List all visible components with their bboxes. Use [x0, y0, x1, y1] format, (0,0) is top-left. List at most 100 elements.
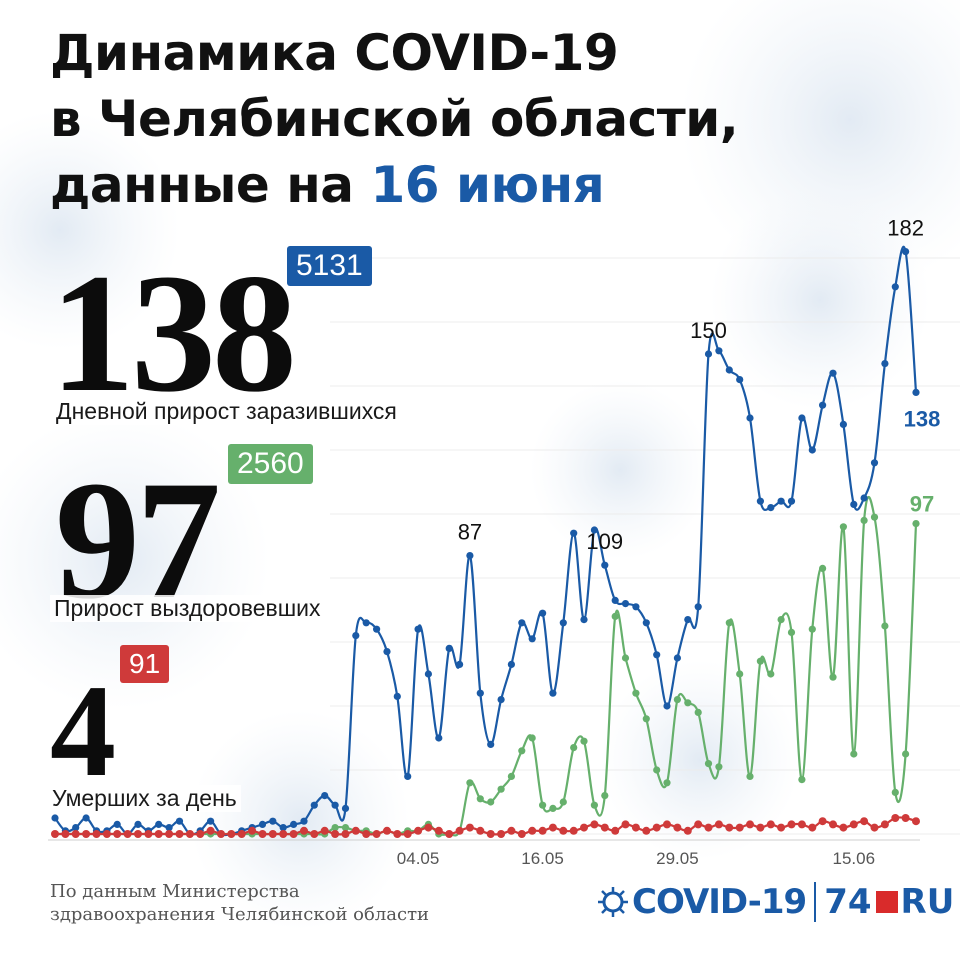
title-line-3-prefix: данные на — [50, 156, 354, 214]
point-cases — [290, 820, 298, 829]
point-deaths — [268, 830, 277, 838]
point-cases — [798, 414, 806, 422]
point-recovered — [476, 795, 484, 803]
point-recovered — [466, 779, 474, 787]
point-deaths — [362, 830, 371, 838]
point-cases — [466, 552, 474, 560]
point-deaths — [144, 830, 153, 838]
point-recovered — [870, 513, 879, 521]
point-cases — [808, 446, 816, 454]
point-cases — [165, 824, 173, 832]
point-deaths — [735, 823, 744, 832]
point-recovered — [912, 520, 920, 528]
total-recovered-badge: 2560 — [228, 444, 313, 484]
point-recovered — [850, 750, 858, 758]
point-cases — [404, 772, 412, 781]
point-cases — [300, 817, 308, 825]
daily-cases-label: Дневной прирост заразившихся — [52, 398, 401, 425]
point-deaths — [787, 820, 796, 829]
point-cases — [642, 619, 650, 627]
point-deaths — [870, 823, 879, 832]
point-cases — [518, 619, 526, 627]
point-deaths — [393, 830, 402, 838]
point-recovered — [653, 766, 661, 774]
point-recovered — [694, 708, 702, 717]
point-recovered — [580, 737, 588, 745]
point-deaths — [434, 826, 443, 835]
point-deaths — [237, 830, 246, 838]
point-cases — [279, 824, 287, 832]
point-recovered — [881, 622, 889, 630]
x-tick-label: 29.05 — [656, 849, 699, 868]
point-cases — [175, 817, 184, 825]
point-deaths — [414, 826, 423, 835]
point-cases — [435, 734, 443, 742]
point-recovered — [497, 785, 505, 793]
x-tick-label: 16.05 — [521, 849, 564, 868]
point-cases — [487, 740, 495, 749]
point-cases — [736, 376, 744, 384]
point-cases — [393, 692, 401, 701]
point-deaths — [652, 823, 661, 832]
point-recovered — [507, 772, 515, 781]
point-recovered — [684, 699, 692, 707]
daily-cases-value: 138 — [50, 239, 297, 427]
point-deaths — [102, 830, 111, 838]
point-deaths — [341, 830, 350, 838]
point-deaths — [289, 830, 298, 838]
point-deaths — [455, 826, 464, 835]
point-cases — [155, 820, 163, 829]
point-cases — [912, 388, 920, 396]
x-tick-label: 04.05 — [397, 849, 440, 868]
point-deaths — [631, 823, 640, 832]
point-deaths — [113, 830, 122, 838]
point-cases — [684, 616, 692, 624]
point-recovered — [528, 734, 536, 742]
point-recovered — [808, 625, 816, 633]
point-cases — [621, 600, 630, 608]
point-recovered — [621, 654, 630, 662]
point-recovered — [902, 750, 910, 758]
point-deaths — [497, 830, 506, 838]
point-cases — [445, 644, 453, 653]
point-deaths — [403, 830, 412, 838]
point-cases — [756, 497, 765, 505]
point-cases — [456, 660, 464, 669]
point-deaths — [320, 826, 329, 835]
point-recovered — [673, 696, 682, 704]
point-deaths — [227, 830, 236, 838]
point-recovered — [611, 612, 619, 621]
point-deaths — [51, 830, 59, 838]
point-deaths — [704, 823, 713, 832]
point-deaths — [611, 826, 620, 835]
point-recovered — [891, 788, 899, 797]
point-deaths — [818, 817, 827, 826]
point-deaths — [766, 820, 775, 829]
point-cases — [497, 696, 505, 704]
point-deaths — [465, 823, 474, 832]
point-deaths — [663, 820, 671, 829]
point-cases — [767, 504, 775, 512]
total-deaths-badge: 91 — [120, 645, 170, 683]
point-cases — [632, 603, 640, 611]
x-tick-label: 15.06 — [832, 849, 875, 868]
point-deaths — [580, 823, 588, 832]
point-cases — [860, 494, 868, 502]
point-recovered — [715, 763, 723, 771]
point-recovered — [539, 801, 547, 809]
point-cases — [777, 497, 785, 505]
point-deaths — [569, 826, 578, 835]
point-deaths — [808, 823, 817, 832]
point-cases — [673, 654, 682, 662]
point-cases — [746, 414, 754, 422]
point-recovered — [736, 670, 744, 678]
point-cases — [383, 648, 391, 656]
point-deaths — [123, 830, 132, 838]
point-recovered — [642, 715, 650, 723]
point-deaths — [600, 823, 609, 832]
point-cases — [269, 817, 277, 825]
point-cases — [819, 401, 827, 409]
data-source-note: По данным Министерства здравоохранения Ч… — [50, 880, 429, 926]
point-cases — [694, 603, 702, 611]
point-cases — [902, 248, 910, 256]
